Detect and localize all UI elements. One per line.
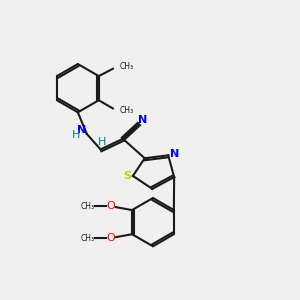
Text: CH₃: CH₃ (120, 106, 134, 115)
Text: CH₃: CH₃ (81, 202, 95, 211)
Text: H: H (72, 130, 81, 140)
Text: N: N (138, 115, 148, 125)
Text: H: H (98, 137, 106, 147)
Text: CH₃: CH₃ (81, 233, 95, 242)
Text: CH₃: CH₃ (120, 62, 134, 71)
Text: S: S (123, 171, 131, 181)
Text: O: O (106, 201, 115, 211)
Text: N: N (77, 125, 86, 135)
Text: N: N (169, 149, 179, 159)
Text: O: O (106, 233, 115, 243)
